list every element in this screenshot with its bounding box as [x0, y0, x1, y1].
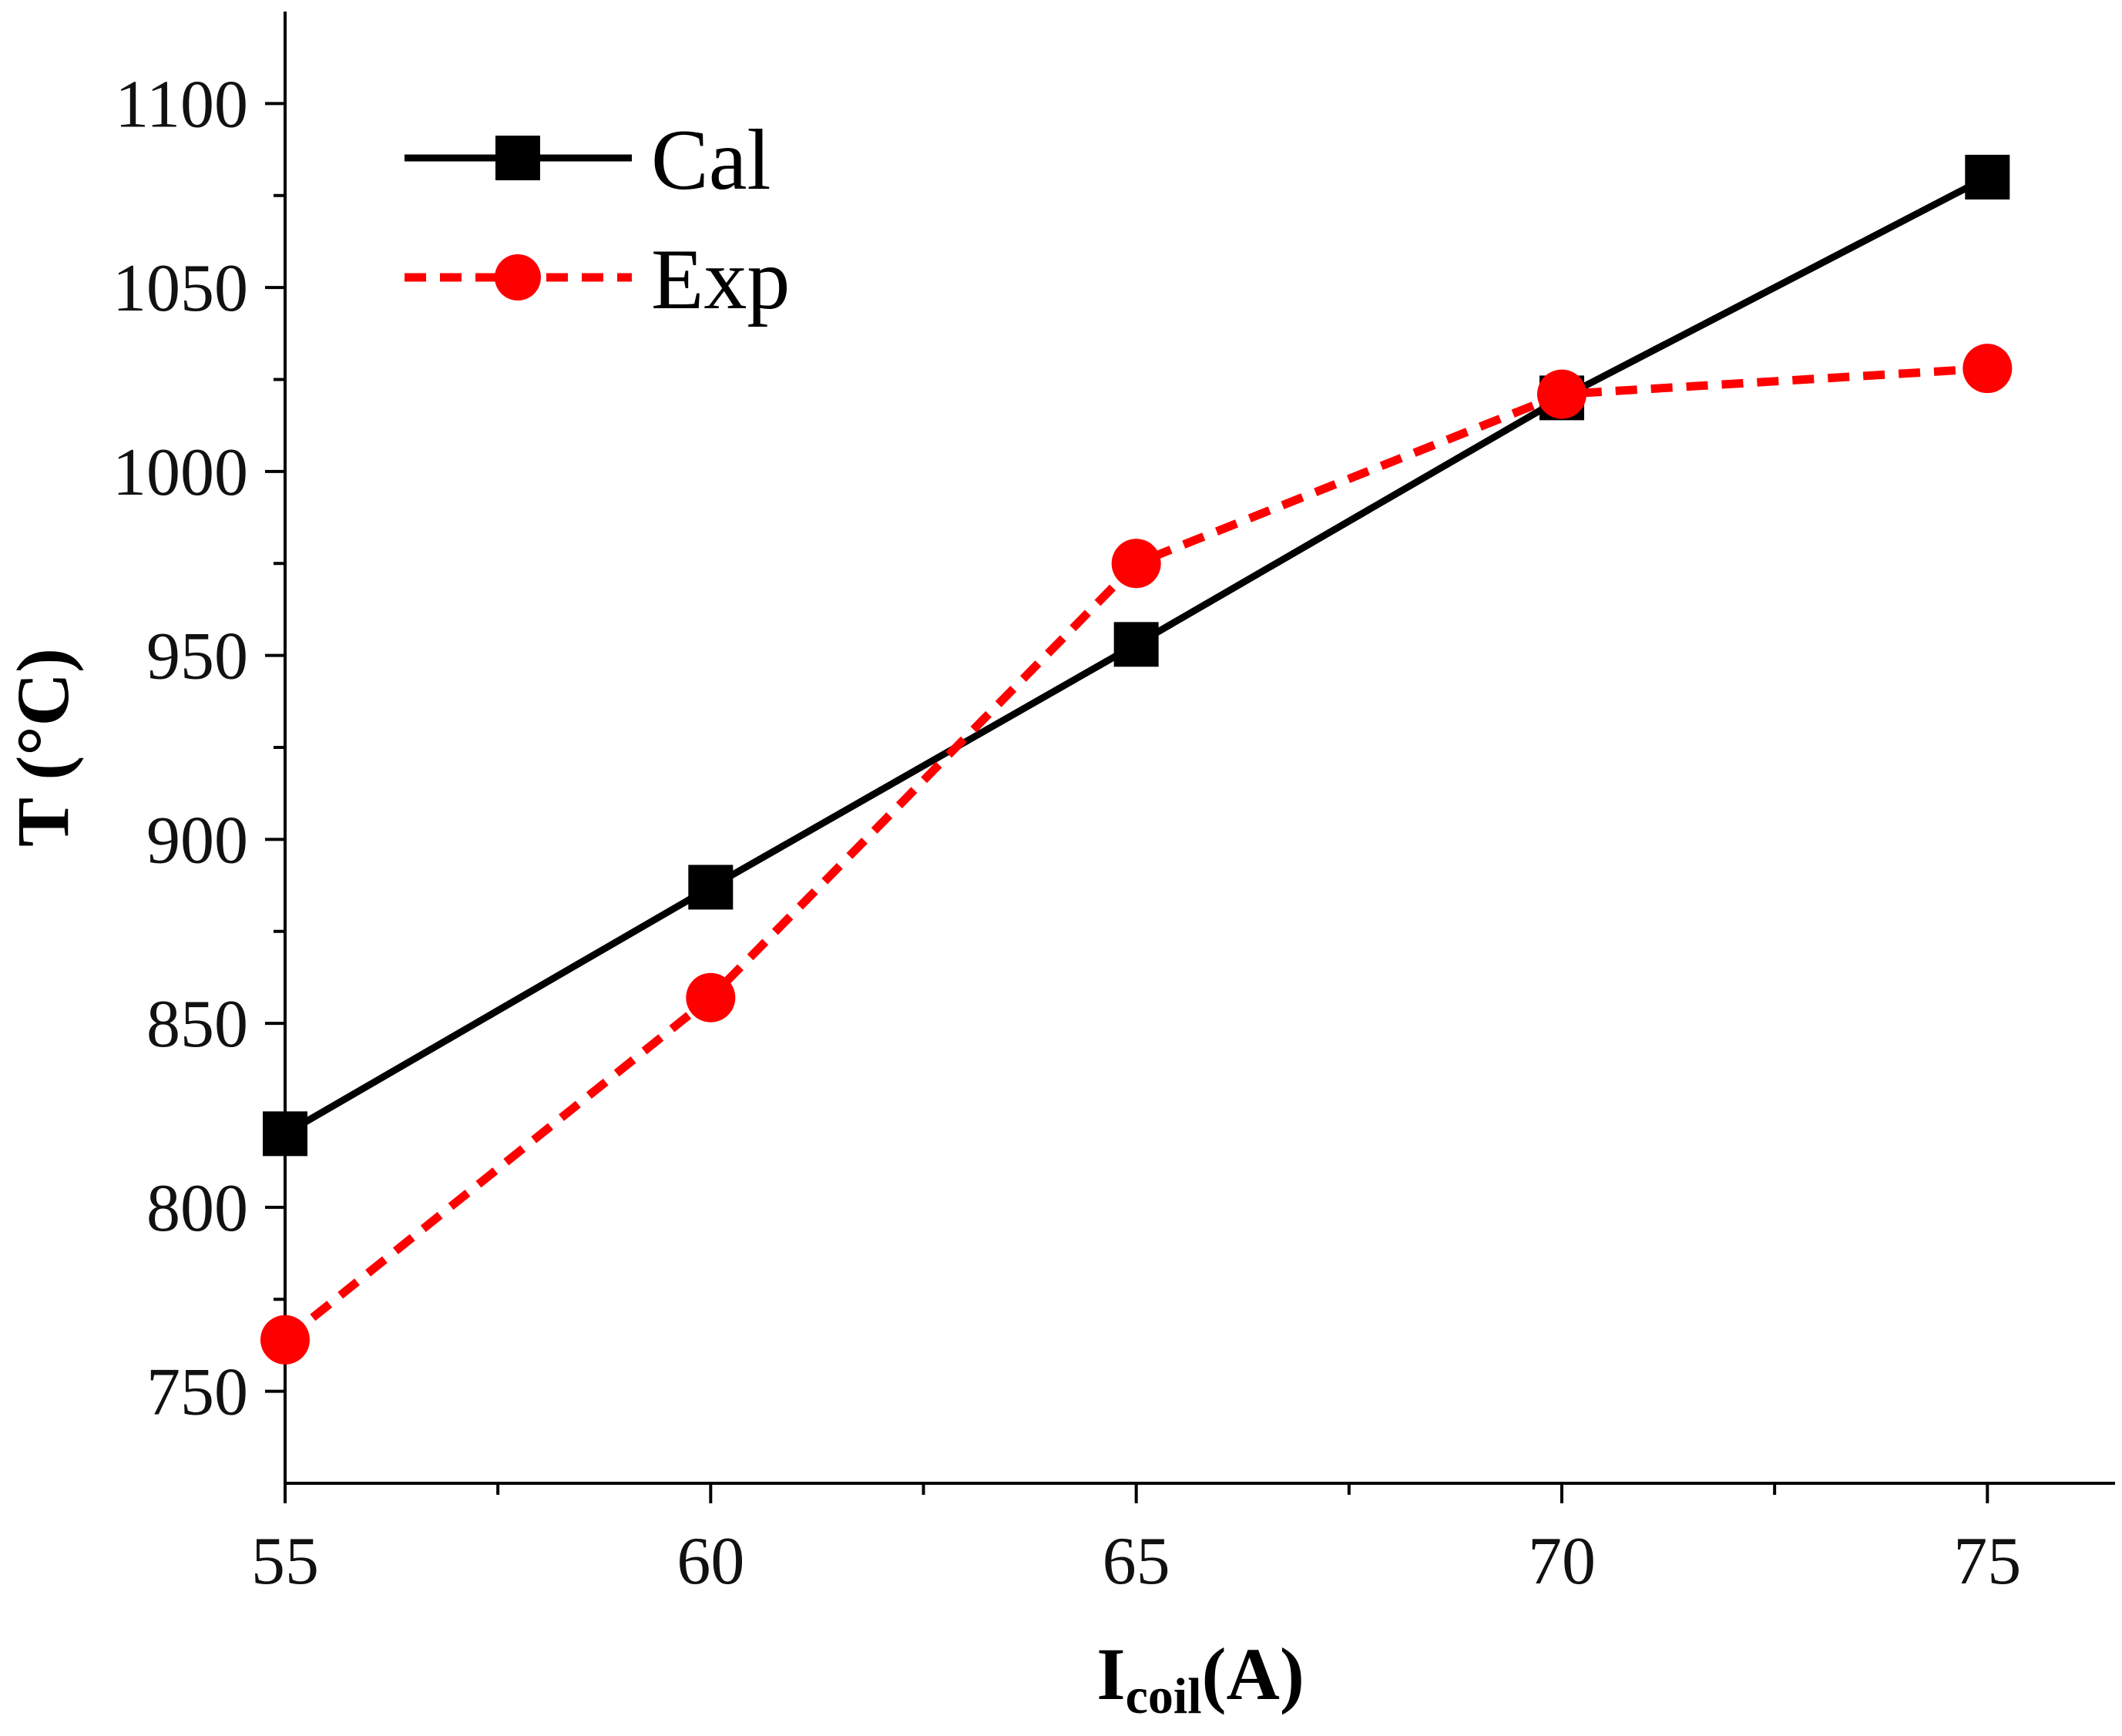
y-tick-label: 1000	[112, 435, 248, 510]
x-tick-label: 75	[1953, 1524, 2021, 1599]
y-tick-label: 1050	[112, 251, 248, 326]
x-axis-title: Icoil(A)	[1096, 1633, 1304, 1724]
y-tick-label: 750	[146, 1355, 248, 1430]
series-exp-point	[686, 972, 736, 1022]
y-tick-label: 850	[146, 987, 248, 1062]
y-axis-title: T (°C)	[2, 648, 84, 847]
series-cal-point	[1965, 154, 2010, 200]
x-tick-label: 70	[1528, 1524, 1596, 1599]
legend: Cal Exp	[405, 112, 790, 327]
x-tick-label: 60	[677, 1524, 744, 1599]
series-cal-point	[688, 865, 734, 910]
axes: 55 60 65 70 75 750 800 850 900 950 1000 1050 1100	[112, 12, 2115, 1599]
y-tick-label: 800	[146, 1171, 248, 1246]
y-tick-label: 950	[146, 620, 248, 694]
legend-cal-label: Cal	[651, 112, 771, 208]
x-axis-title-suffix: (A)	[1202, 1633, 1304, 1715]
series-exp-point	[1111, 539, 1161, 589]
series-exp-point	[260, 1315, 310, 1365]
y-tick-label: 1100	[115, 67, 248, 142]
legend-cal-marker	[495, 136, 540, 180]
series-exp-line	[282, 364, 1988, 1344]
x-tick-label: 55	[251, 1524, 319, 1599]
legend-exp-label: Exp	[651, 232, 790, 327]
x-axis-title-main: I	[1096, 1633, 1125, 1715]
x-tick-label: 65	[1103, 1524, 1170, 1599]
series-exp-point	[1536, 369, 1586, 419]
series-cal-point	[263, 1111, 307, 1157]
series-exp-point	[1963, 344, 2013, 394]
series-layer	[260, 154, 2013, 1365]
y-tick-label: 900	[146, 803, 248, 878]
x-axis-title-subscript: coil	[1126, 1668, 1202, 1724]
legend-exp-marker	[495, 254, 541, 301]
series-cal-point	[1113, 622, 1159, 667]
